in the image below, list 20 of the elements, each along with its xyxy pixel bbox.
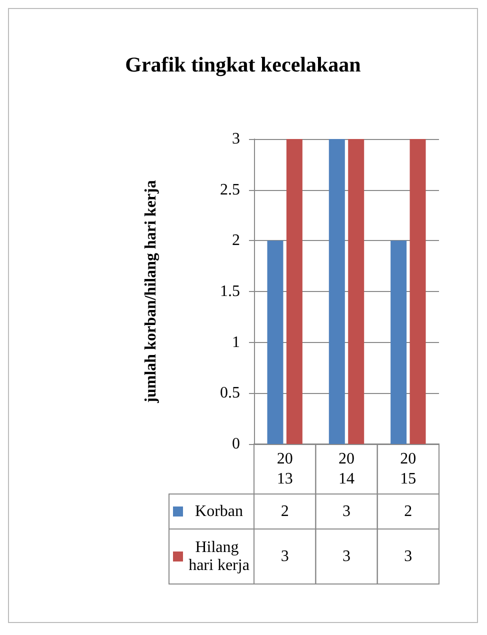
legend-label: Korban xyxy=(195,503,243,520)
y-tick-label: 0 xyxy=(232,436,240,452)
data-label: 2 xyxy=(404,503,412,520)
data-label: 3 xyxy=(342,503,350,520)
y-tick-label: 2.5 xyxy=(220,181,240,198)
y-tick-label: 2 xyxy=(232,232,240,250)
y-tick-label: 3 xyxy=(232,130,240,148)
data-label: 2 xyxy=(280,503,289,520)
legend-label: Hilang hari kerja xyxy=(188,539,250,574)
x-tick-label: 2013 xyxy=(276,450,293,488)
x-tick-label: 2015 xyxy=(400,450,416,488)
y-axis-title: jumlah korban/hilang hari kerja xyxy=(142,180,160,404)
chart-title: Grafik tingkat kecelakaan xyxy=(125,52,362,76)
data-label: 3 xyxy=(404,548,412,565)
y-tick-label: 1 xyxy=(232,334,240,351)
y-tick-label: 1.5 xyxy=(220,283,240,300)
data-label: 3 xyxy=(280,548,289,565)
y-tick-label: 0.5 xyxy=(220,384,240,402)
x-tick-label: 2014 xyxy=(338,450,354,488)
data-label: 3 xyxy=(342,548,350,565)
